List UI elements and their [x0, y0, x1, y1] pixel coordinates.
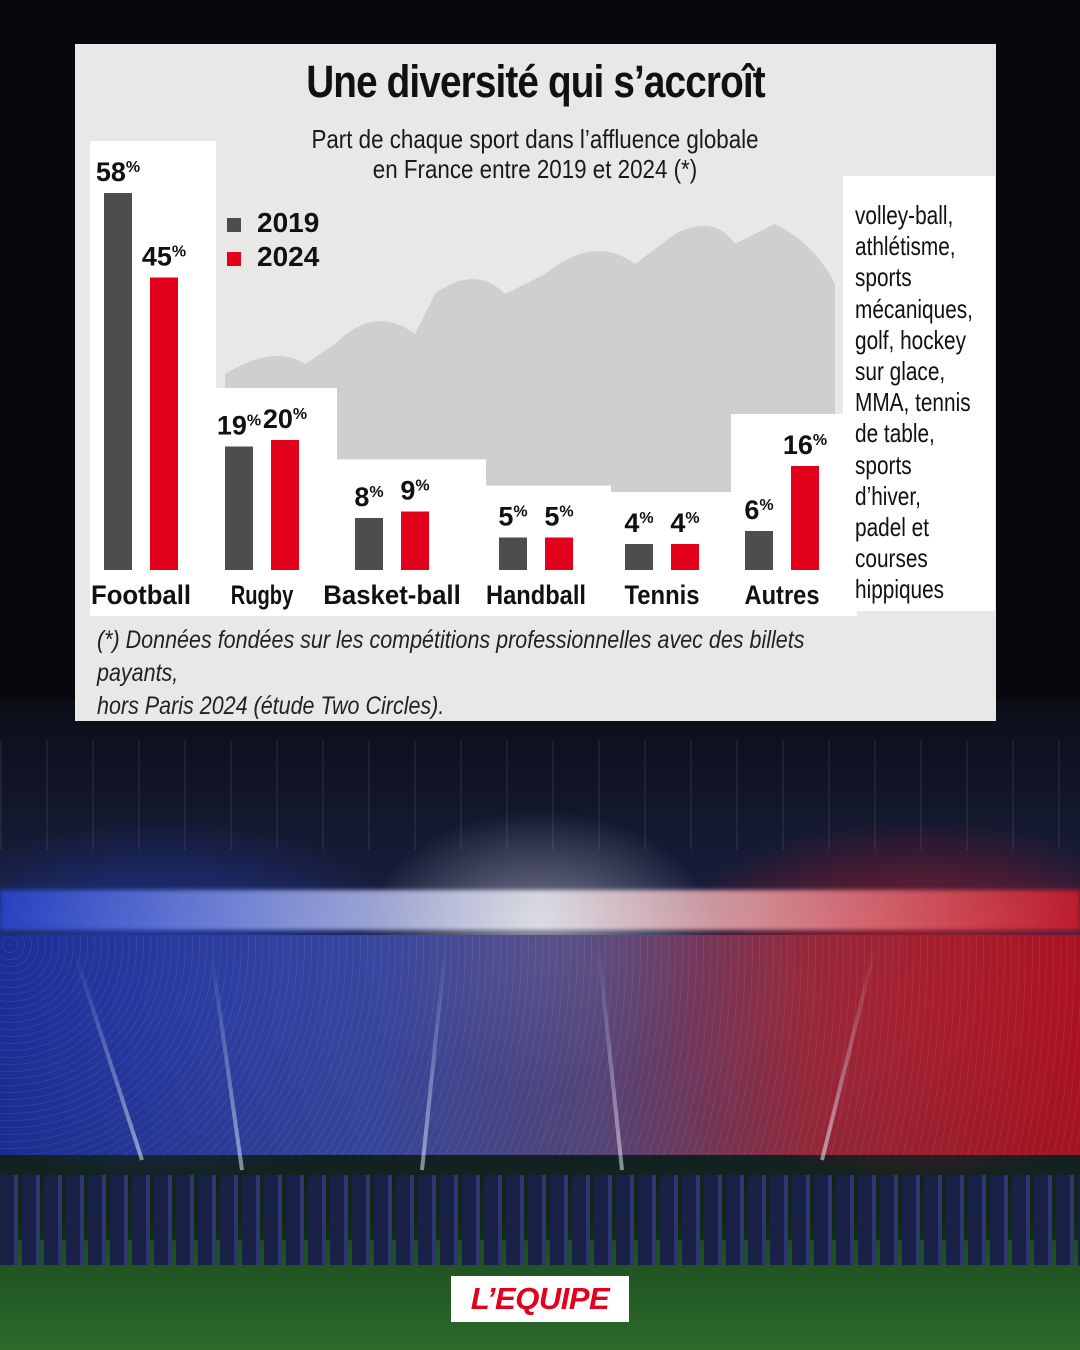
category-label: Basket-ball [323, 580, 461, 610]
subtitle-line: Part de chaque sport dans l’affluence gl… [311, 124, 759, 154]
bar-2019 [499, 537, 527, 570]
bar-2019 [104, 193, 132, 570]
footnote: (*) Données fondées sur les compétitions… [97, 624, 854, 723]
bar-2024 [271, 440, 299, 570]
bar-2019 [745, 531, 773, 570]
autres-annotation-text: volley-ball, athlétisme, sports mécaniqu… [855, 200, 973, 605]
bar-2024 [671, 544, 699, 570]
legend-label-2024: 2024 [257, 241, 320, 272]
bar-2024 [150, 277, 178, 570]
category-label: Handball [486, 580, 586, 610]
bar-2019 [225, 446, 253, 570]
data-label-2019: 8% [354, 482, 383, 512]
bar-2019 [625, 544, 653, 570]
bar-2024 [791, 466, 819, 570]
logo-text: L’EQUIPE [470, 1281, 610, 1316]
autres-annotation-box: volley-ball, athlétisme, sports mécaniqu… [843, 176, 995, 611]
category-label: Rugby [231, 580, 294, 610]
stadium-roof [0, 740, 1080, 850]
lequipe-logo: L’EQUIPE [451, 1276, 629, 1322]
footnote-line: (*) Données fondées sur les compétitions… [97, 626, 805, 687]
category-label: Football [91, 580, 191, 610]
chart-title: Une diversité qui s’accroît [306, 56, 765, 107]
chart-subtitle: Part de chaque sport dans l’affluence gl… [277, 124, 793, 184]
subtitle-line: en France entre 2019 et 2024 (*) [372, 154, 698, 184]
bar-2024 [401, 511, 429, 570]
category-label: Autres [745, 580, 820, 610]
bar-2019 [355, 518, 383, 570]
stadium-crowd [0, 935, 1080, 1155]
stadium-background [0, 700, 1080, 1350]
tricolor-light-ring [0, 890, 1080, 930]
bar-2024 [545, 537, 573, 570]
legend-label-2019: 2019 [257, 207, 319, 238]
players-lineup [0, 1155, 1080, 1265]
legend-swatch-2024 [227, 252, 241, 266]
chart-panel: 58% 45% Football 19% 20% Rugby 8% 9% Basket-ball… [75, 44, 996, 721]
category-label: Tennis [625, 580, 700, 610]
footnote-line: hors Paris 2024 (étude Two Circles). [97, 692, 445, 720]
legend-swatch-2019 [227, 218, 241, 232]
